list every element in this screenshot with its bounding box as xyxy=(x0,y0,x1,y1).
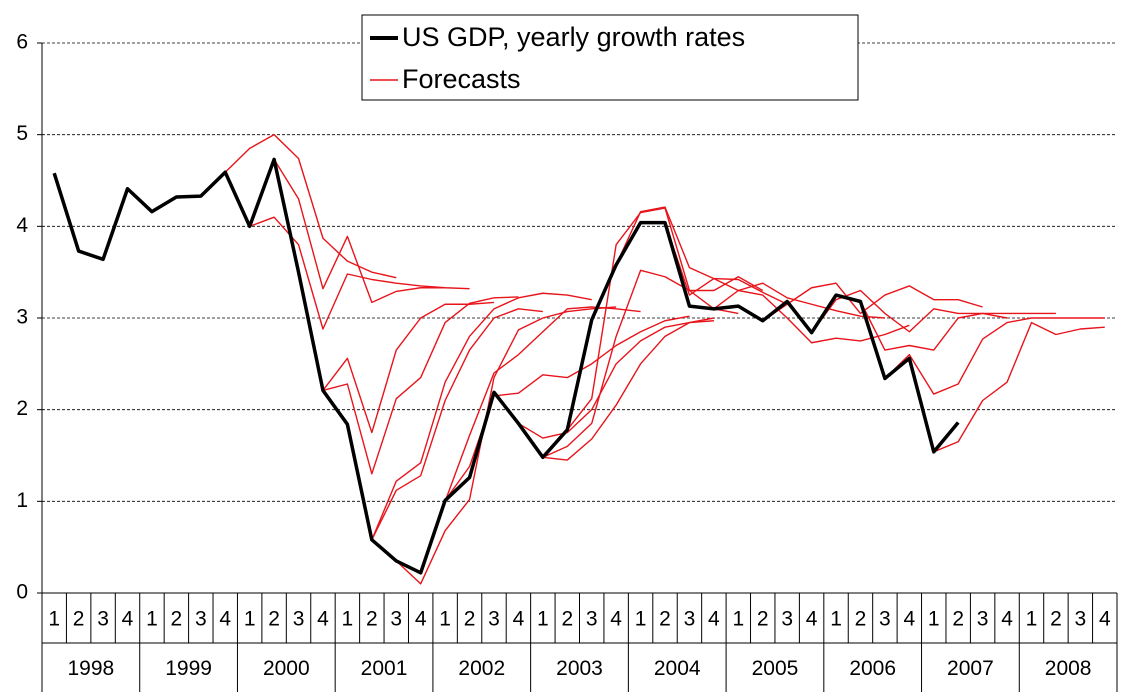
forecast-line xyxy=(249,158,446,304)
x-tick-label: 4 xyxy=(610,608,622,631)
year-label: 2007 xyxy=(947,657,994,680)
year-label: 2001 xyxy=(361,657,408,680)
year-label: 2000 xyxy=(263,657,310,680)
x-tick-label: 2 xyxy=(73,608,85,631)
x-tick-label: 3 xyxy=(684,608,696,631)
forecast-line xyxy=(493,317,715,439)
forecast-line xyxy=(322,301,495,434)
forecast-line xyxy=(566,207,764,431)
x-tick-label: 1 xyxy=(439,608,451,631)
forecast-line xyxy=(395,306,617,585)
forecast-line xyxy=(713,289,910,344)
year-label: 2002 xyxy=(458,657,505,680)
forecast-line xyxy=(859,301,1056,351)
x-tick-label: 2 xyxy=(464,608,476,631)
x-tick-label: 2 xyxy=(366,608,378,631)
x-tick-label: 1 xyxy=(928,608,940,631)
forecast-line xyxy=(224,133,397,279)
forecast-line xyxy=(884,317,1105,395)
y-tick-label: 5 xyxy=(16,122,28,145)
x-tick-label: 4 xyxy=(806,608,818,631)
x-tick-label: 4 xyxy=(122,608,134,631)
x-tick-label: 4 xyxy=(415,608,427,631)
y-tick-label: 0 xyxy=(16,581,28,604)
x-tick-label: 4 xyxy=(317,608,329,631)
forecast-line xyxy=(297,272,519,475)
forecast-line xyxy=(615,206,788,305)
x-tick-label: 4 xyxy=(1001,608,1013,631)
x-tick-label: 1 xyxy=(635,608,647,631)
year-label: 1998 xyxy=(68,657,115,680)
x-tick-label: 1 xyxy=(1026,608,1038,631)
x-tick-label: 3 xyxy=(390,608,402,631)
forecast-line xyxy=(664,222,885,319)
x-tick-label: 2 xyxy=(659,608,671,631)
x-tick-label: 3 xyxy=(781,608,793,631)
x-tick-label: 1 xyxy=(732,608,744,631)
forecast-line xyxy=(420,306,641,574)
x-tick-label: 2 xyxy=(268,608,280,631)
x-tick-label: 3 xyxy=(879,608,891,631)
year-label: 2006 xyxy=(849,657,896,680)
x-tick-label: 3 xyxy=(195,608,207,631)
year-label: 2003 xyxy=(556,657,603,680)
x-tick-label: 2 xyxy=(757,608,769,631)
x-tick-label: 3 xyxy=(293,608,305,631)
legend-label: US GDP, yearly growth rates xyxy=(402,22,745,52)
y-tick-label: 6 xyxy=(16,31,28,54)
forecast-line xyxy=(371,292,592,541)
x-tick-label: 4 xyxy=(708,608,720,631)
x-tick-label: 3 xyxy=(977,608,989,631)
year-label: 2005 xyxy=(752,657,799,680)
x-tick-label: 3 xyxy=(97,608,109,631)
forecast-line xyxy=(933,321,1105,453)
x-tick-label: 3 xyxy=(488,608,500,631)
x-tick-label: 3 xyxy=(1075,608,1087,631)
year-label: 1999 xyxy=(165,657,212,680)
x-tick-label: 1 xyxy=(537,608,549,631)
legend-label: Forecasts xyxy=(402,64,521,94)
x-tick-label: 1 xyxy=(48,608,60,631)
x-tick-label: 4 xyxy=(903,608,915,631)
x-tick-label: 2 xyxy=(952,608,964,631)
series-line xyxy=(52,157,960,575)
x-tick-label: 2 xyxy=(1050,608,1062,631)
x-tick-label: 1 xyxy=(146,608,158,631)
x-tick-label: 4 xyxy=(1099,608,1111,631)
y-tick-label: 1 xyxy=(16,489,28,512)
x-tick-label: 1 xyxy=(830,608,842,631)
y-tick-label: 3 xyxy=(16,306,28,329)
forecast-line xyxy=(542,269,739,458)
forecast-line xyxy=(444,315,690,501)
x-tick-label: 2 xyxy=(855,608,867,631)
x-tick-label: 1 xyxy=(244,608,256,631)
forecast-line xyxy=(517,320,714,461)
y-tick-label: 4 xyxy=(16,214,28,237)
x-tick-label: 4 xyxy=(513,608,525,631)
year-label: 2004 xyxy=(654,657,701,680)
forecast-line xyxy=(346,308,543,541)
legend-box xyxy=(361,14,859,101)
x-tick-label: 1 xyxy=(342,608,354,631)
x-tick-label: 4 xyxy=(219,608,231,631)
y-tick-label: 2 xyxy=(16,397,28,420)
forecast-line xyxy=(762,282,983,322)
x-tick-label: 3 xyxy=(586,608,598,631)
x-tick-label: 2 xyxy=(171,608,183,631)
forecast-line xyxy=(249,216,470,330)
year-label: 2008 xyxy=(1045,657,1092,680)
x-tick-label: 2 xyxy=(561,608,573,631)
